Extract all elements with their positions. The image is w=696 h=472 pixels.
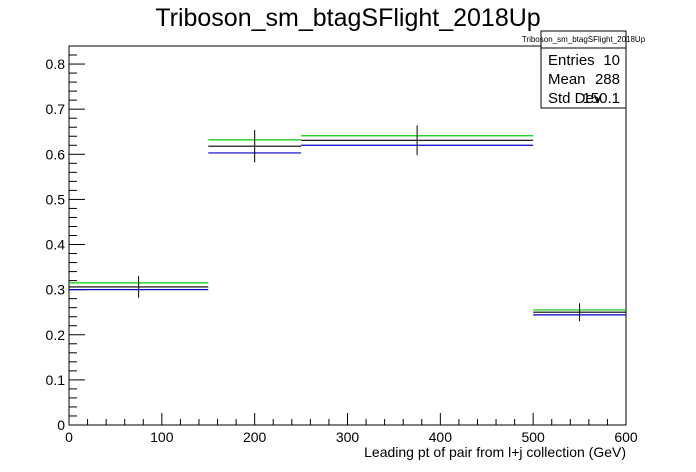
stats-mean-label: Mean: [548, 71, 586, 88]
y-tick-label: 0.1: [46, 372, 66, 388]
y-tick-label: 0.5: [46, 191, 66, 207]
x-tick-label: 400: [429, 429, 453, 445]
stats-stddev-label: Std Dev: [548, 90, 602, 107]
x-tick-label: 100: [150, 429, 174, 445]
y-tick-label: 0.6: [46, 146, 66, 162]
x-tick-label: 600: [614, 429, 638, 445]
y-tick-label: 0.2: [46, 327, 66, 343]
x-axis: 0 100 200 300 400 500 600: [65, 413, 638, 445]
y-tick-label: 0: [57, 417, 65, 433]
y-tick-label: 0.8: [46, 56, 66, 72]
x-tick-label: 0: [65, 429, 73, 445]
stats-box-frame: [540, 30, 627, 109]
x-axis-title: Leading pt of pair from l+j collection (…: [364, 444, 626, 460]
chart-title: Triboson_sm_btagSFlight_2018Up: [155, 4, 540, 32]
x-tick-label: 200: [243, 429, 267, 445]
error-bars: [138, 125, 581, 322]
stats-mean-value: 288: [595, 71, 620, 88]
y-tick-label: 0.4: [46, 237, 66, 253]
x-tick-label: 300: [336, 429, 360, 445]
stats-box-title: Triboson_sm_btagSFlight_2018Up: [522, 35, 646, 44]
stats-entries-label: Entries: [548, 52, 595, 69]
y-axis: 0 0.1 0.2 0.3 0.4 0.5 0.6 0.7 0.8: [46, 45, 85, 433]
x-tick-label: 500: [521, 429, 545, 445]
y-tick-label: 0.7: [46, 101, 66, 117]
stats-stddev-value: 150.1: [582, 90, 620, 107]
stats-entries-value: 10: [603, 52, 620, 69]
y-tick-label: 0.3: [46, 282, 66, 298]
series-layer: [69, 135, 626, 316]
stats-box: Triboson_sm_btagSFlight_2018Up Entries 1…: [522, 30, 646, 109]
